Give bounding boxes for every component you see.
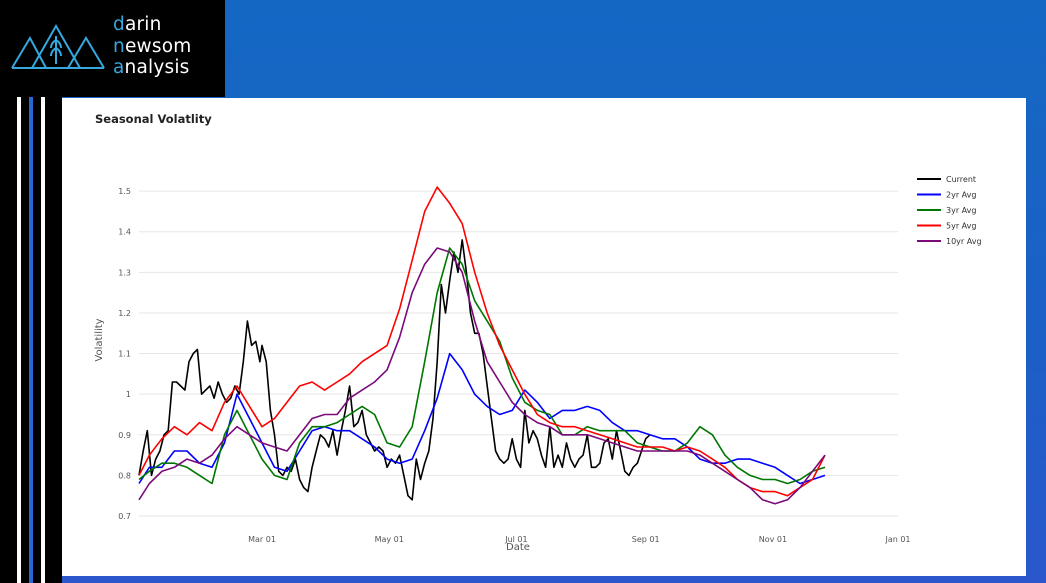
y-tick-label: 1.5 — [118, 187, 131, 196]
legend-label[interactable]: 10yr Avg — [946, 237, 982, 246]
y-tick-label: 0.8 — [118, 471, 131, 480]
y-tick-label: 1.1 — [118, 350, 131, 359]
legend[interactable]: Current 2yr Avg 3yr Avg 5yr Avg 10yr Avg — [917, 175, 982, 246]
y-axis-label: Volatility — [94, 318, 105, 361]
series-line-5yr-avg — [138, 186, 826, 497]
decorative-side-bars — [0, 97, 62, 583]
y-tick-label: 1.4 — [118, 228, 131, 237]
x-tick-label: Jan 01 — [884, 535, 910, 544]
y-tick-label: 0.9 — [118, 431, 131, 440]
x-axis-label: Date — [506, 542, 530, 553]
x-axis-ticks: Mar 01 May 01 Jul 01 Sep 01 Nov 01 Jan 01 — [248, 535, 910, 544]
legend-label[interactable]: 2yr Avg — [946, 191, 976, 200]
side-bar-blue — [29, 97, 33, 583]
logo-text: darin newsom analysis — [113, 14, 192, 78]
series-line-3yr-avg — [138, 247, 826, 485]
x-tick-label: Sep 01 — [632, 535, 660, 544]
x-tick-label: Jul 01 — [504, 535, 527, 544]
volatility-chart: 0.7 0.8 0.9 1 1.1 1.2 1.3 1.4 1.5 Mar 01 May 01 Ju… — [94, 175, 982, 553]
side-bar-white — [17, 97, 21, 583]
y-tick-label: 0.7 — [118, 512, 131, 521]
x-tick-label: May 01 — [375, 535, 404, 544]
gridlines — [139, 190, 898, 517]
logo: darin newsom analysis — [0, 0, 225, 97]
side-bar-white-2 — [41, 97, 45, 583]
legend-label[interactable]: Current — [946, 175, 976, 184]
logo-mountains-icon — [11, 23, 105, 69]
legend-label[interactable]: 3yr Avg — [946, 206, 976, 215]
chart-panel: Seasonal Volatlity 0.7 0.8 0.9 1 1.1 1.2 1.3 1.… — [62, 98, 1026, 576]
legend-label[interactable]: 5yr Avg — [946, 222, 976, 231]
y-tick-label: 1 — [126, 390, 131, 399]
chart-title: Seasonal Volatlity — [95, 112, 212, 126]
series-line-10yr-avg — [138, 247, 826, 505]
y-axis-ticks: 0.7 0.8 0.9 1 1.1 1.2 1.3 1.4 1.5 — [118, 187, 131, 521]
x-tick-label: Nov 01 — [759, 535, 787, 544]
y-tick-label: 1.2 — [118, 309, 131, 318]
y-tick-label: 1.3 — [118, 268, 131, 277]
series-lines — [138, 186, 826, 505]
x-tick-label: Mar 01 — [248, 535, 276, 544]
